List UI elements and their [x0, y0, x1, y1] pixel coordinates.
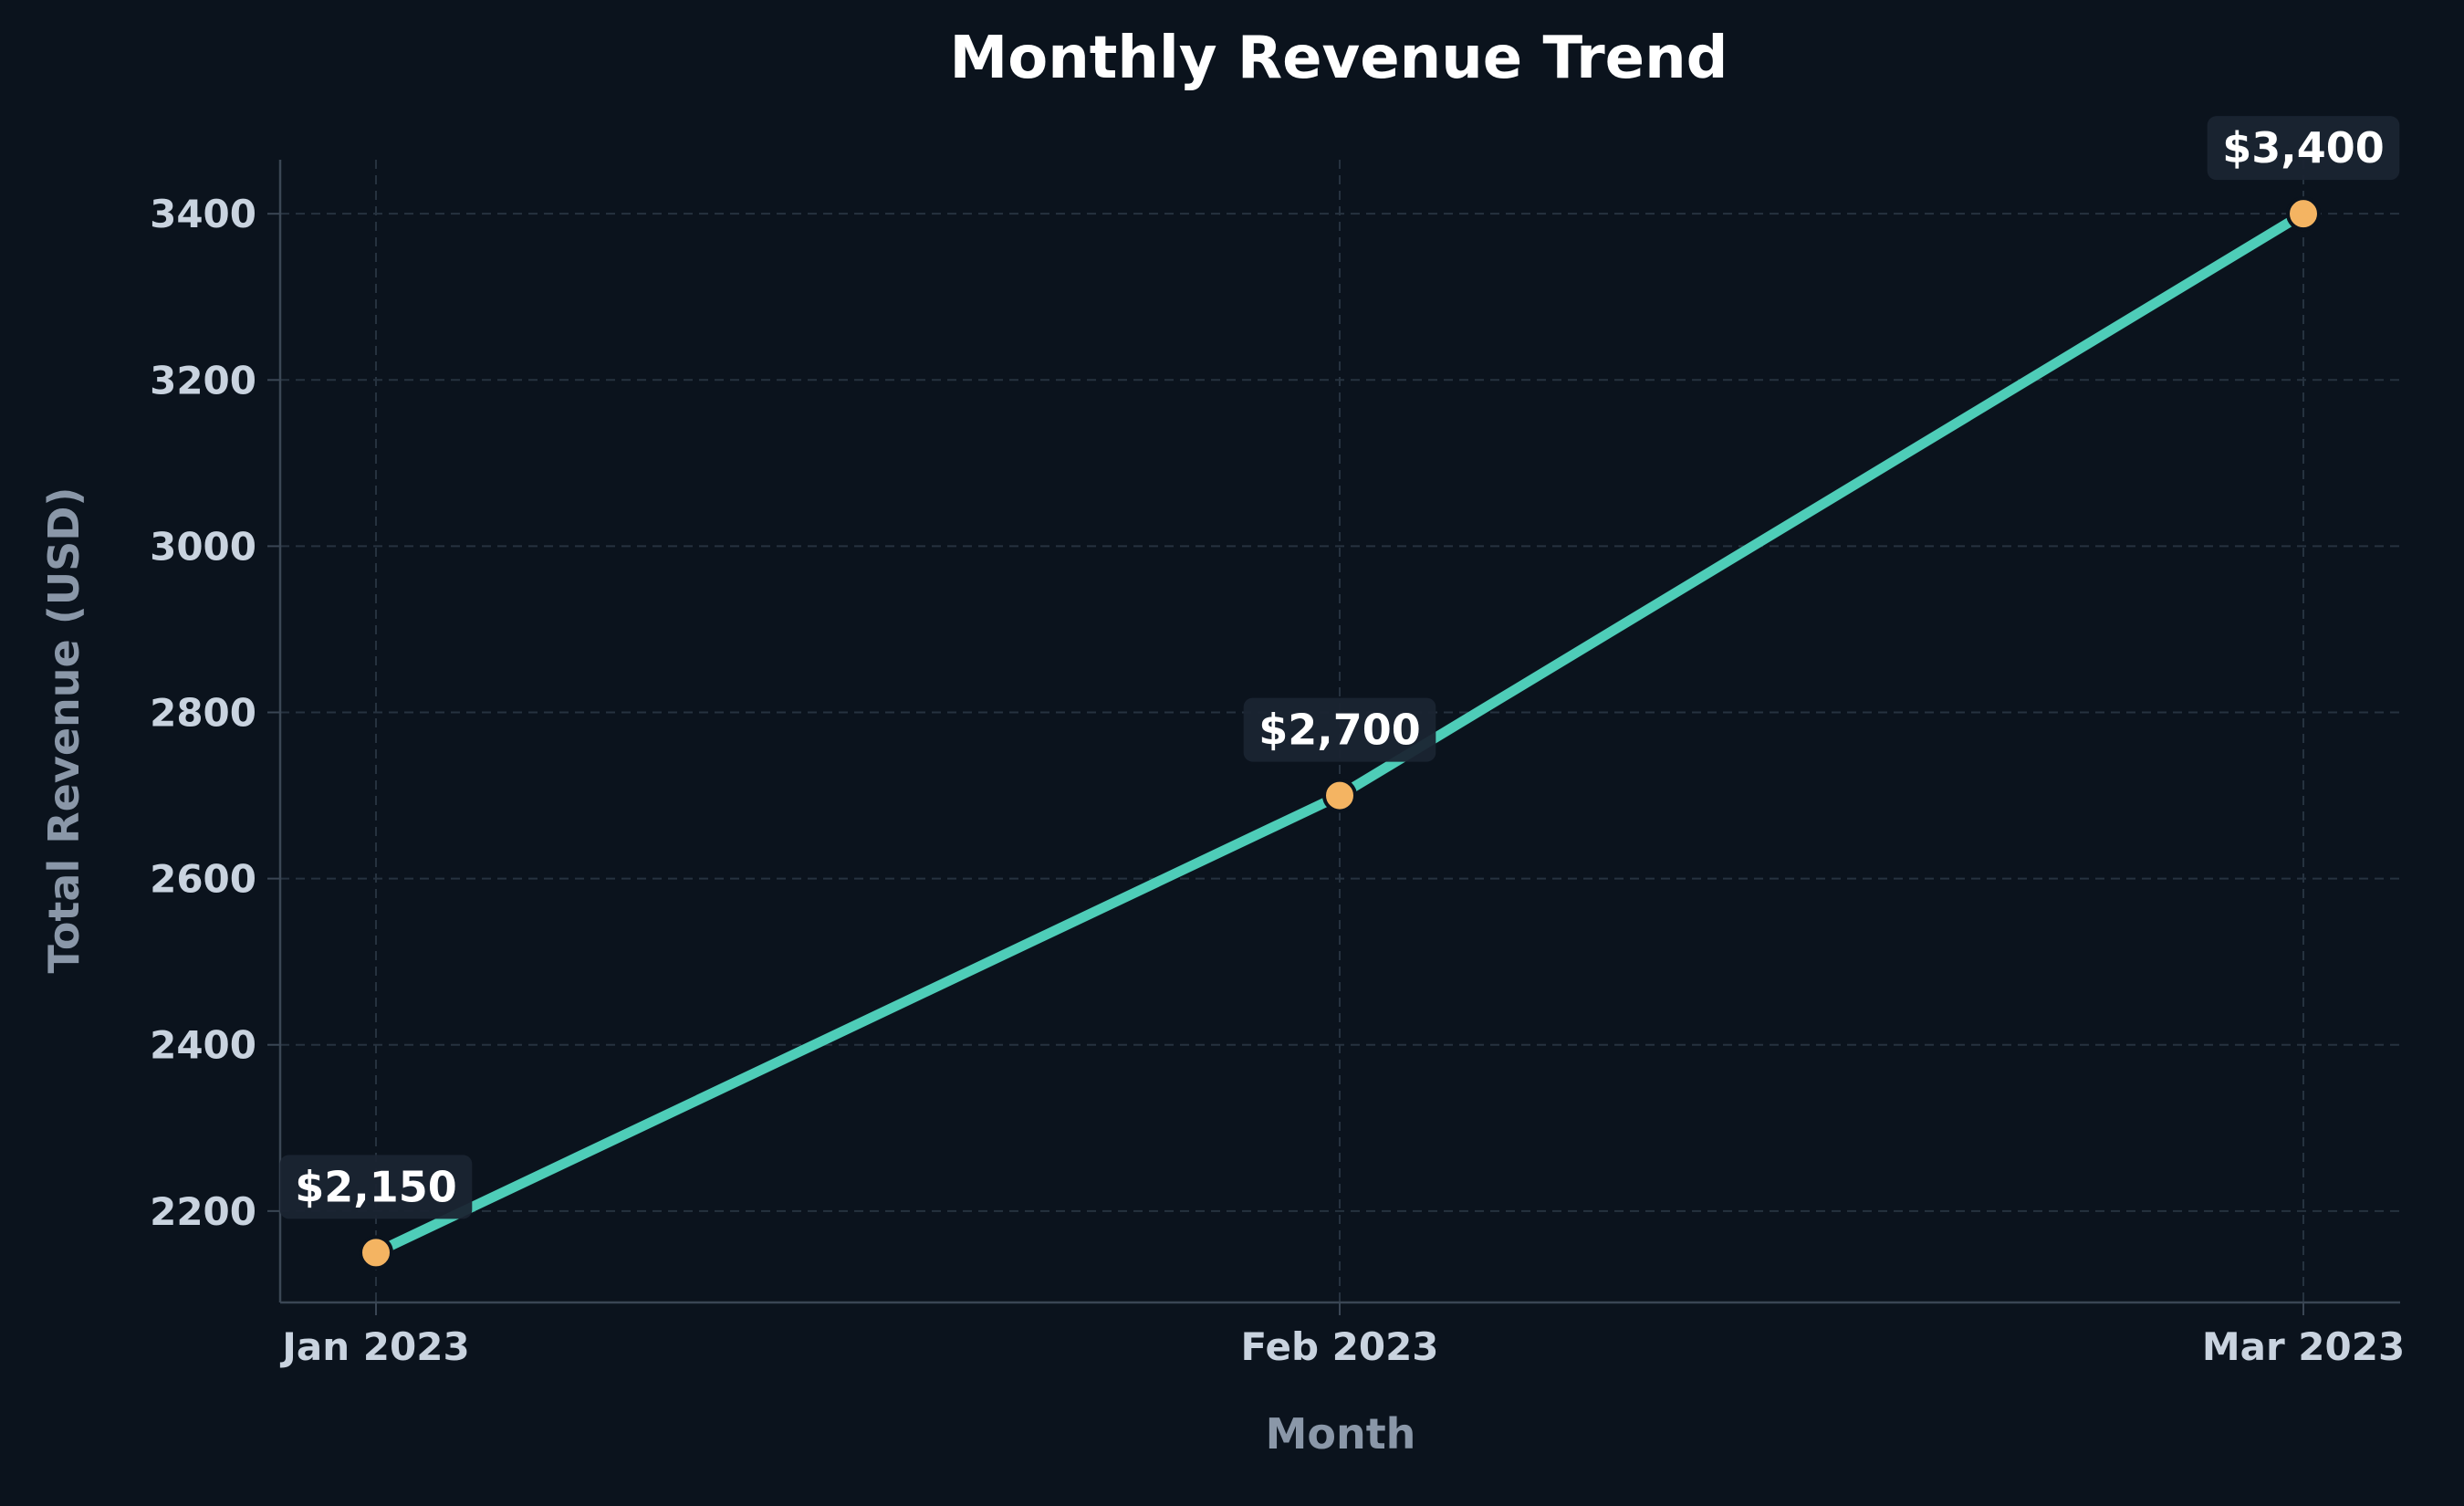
y-tick-label: 3000: [150, 524, 256, 569]
data-label-text: $3,400: [2222, 123, 2385, 173]
data-point: [359, 1235, 393, 1271]
data-point: [1322, 778, 1357, 813]
y-tick-label: 3200: [150, 358, 256, 403]
data-label: $2,150: [279, 1155, 473, 1219]
x-tick-label: Mar 2023: [2202, 1324, 2405, 1369]
x-tick-label: Feb 2023: [1240, 1324, 1438, 1369]
data-label-text: $2,150: [295, 1162, 457, 1211]
y-axis-label: Total Revenue (USD): [39, 487, 89, 974]
y-tick-label: 2400: [150, 1023, 256, 1068]
ticks-layer: 2200 2400 2600 2800 3000 3200 3400 Jan 2023 Feb …: [150, 192, 2405, 1369]
data-label: $3,400: [2207, 116, 2400, 181]
y-tick-label: 2200: [150, 1189, 256, 1234]
series-layer: [359, 196, 2321, 1271]
chart-title: Monthly Revenue Trend: [950, 25, 1728, 92]
y-tick-label: 3400: [150, 192, 256, 236]
data-label-box: [1243, 697, 1436, 762]
y-tick-label: 2600: [150, 857, 256, 902]
data-label-box: [2207, 116, 2400, 181]
x-tick-label: Jan 2023: [279, 1324, 469, 1369]
x-axis-label: Month: [1266, 1409, 1416, 1459]
data-label: $2,700: [1243, 697, 1436, 762]
data-label-box: [279, 1155, 473, 1219]
y-tick-label: 2800: [150, 691, 256, 736]
data-point: [2286, 196, 2321, 232]
data-labels-layer: $2,150 $2,700 $3,400: [279, 116, 2400, 1219]
data-label-text: $2,700: [1258, 706, 1421, 755]
